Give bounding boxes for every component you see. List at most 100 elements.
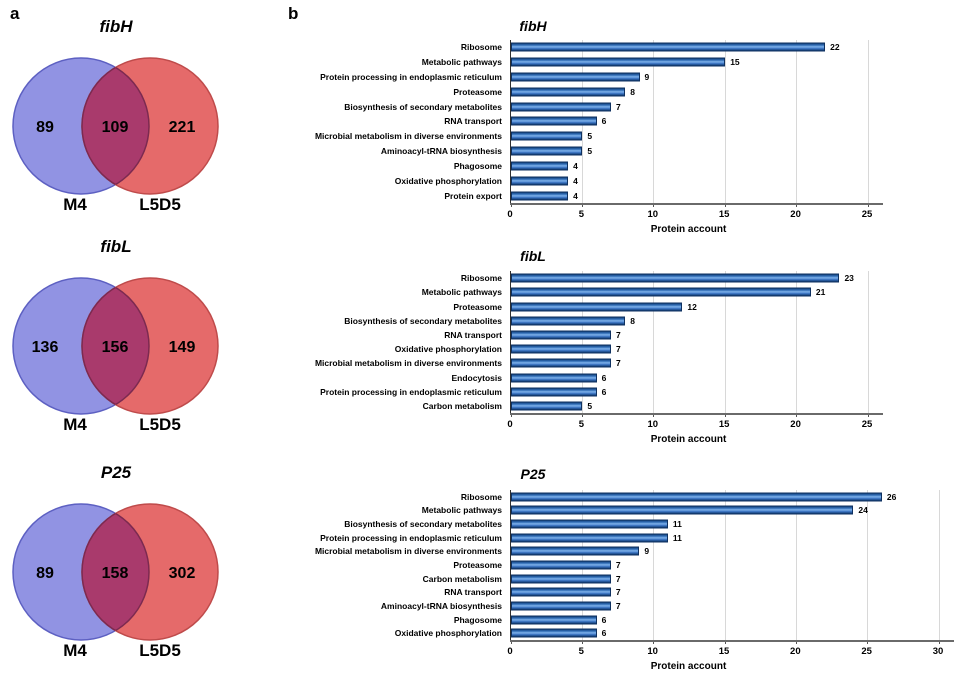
venn-overlap-region (82, 278, 149, 414)
venn-diagram-fibH: fibH 89 109 221 M4 L5D5 (8, 16, 240, 220)
bar-row: 7 (511, 99, 868, 114)
axis-tick (510, 203, 512, 207)
venn-overlap-outline-left (82, 278, 150, 414)
bar-chart-panel: fibH Protein account fibL Protein accoun… (300, 0, 964, 678)
bar-value-label: 7 (615, 600, 621, 611)
bar-value-label: 8 (630, 315, 635, 326)
bar-value-label: 9 (644, 546, 650, 557)
venn-right-set-label: L5D5 (139, 195, 181, 214)
axis-tick-label: 15 (718, 209, 730, 220)
bar-value-label: 7 (615, 329, 621, 340)
venn-overlap-count: 109 (102, 119, 129, 136)
bar-value-label: 6 (601, 116, 607, 127)
category-labels: Ribosome Metabolic pathways Biosynthesis o… (300, 490, 506, 640)
category-label: Protein export (444, 190, 502, 201)
venn-overlap-outline-left (82, 504, 150, 640)
category-label: Metabolic pathways (421, 505, 502, 516)
category-label: Carbon metabolism (422, 573, 502, 584)
bar-value-label: 8 (630, 86, 635, 97)
category-label: Phagosome (453, 614, 502, 625)
bar (511, 587, 611, 597)
bar-row: 9 (511, 70, 868, 85)
axis-tick-label: 5 (578, 209, 585, 220)
category-label: Ribosome (460, 42, 502, 53)
bar-value-label: 11 (672, 519, 682, 530)
axis-tick (938, 640, 940, 644)
bar-value-label: 6 (601, 372, 607, 383)
bar-row: 6 (511, 370, 868, 384)
category-label: Proteasome (453, 560, 502, 571)
bar-row: 6 (511, 114, 868, 129)
venn-graphic: 136 156 149 M4 L5D5 (12, 277, 219, 434)
bar-row: 5 (511, 129, 868, 144)
venn-left-count: 136 (32, 339, 59, 356)
bar-row: 7 (511, 572, 939, 586)
gridline (796, 40, 798, 203)
bar-value-label: 9 (644, 72, 650, 83)
chart-xaxis-title: Protein account (650, 224, 727, 235)
bar-row: 21 (511, 285, 868, 299)
bar-row: 4 (511, 188, 868, 203)
axis-tick-label: 25 (861, 646, 872, 657)
venn-diagram-fibL: fibL 136 156 149 M4 L5D5 (8, 236, 240, 440)
axis-tick (653, 640, 655, 644)
venn-left-count: 89 (36, 565, 54, 582)
category-labels: Ribosome Metabolic pathways Proteasome Bios… (300, 271, 506, 413)
category-label: Protein processing in endoplasmic reticu… (320, 386, 502, 397)
bar (511, 273, 840, 283)
axis-tick (581, 203, 583, 207)
venn-right-set-label: L5D5 (139, 415, 181, 434)
axis-tick (796, 413, 798, 417)
bar-row: 7 (511, 585, 939, 599)
bar-row: 23 (511, 271, 868, 285)
panel-a-label: a (10, 4, 20, 23)
axis-tick-label: 0 (507, 419, 513, 430)
gridline (724, 271, 726, 413)
venn-right-count: 302 (169, 565, 196, 582)
category-label: Ribosome (460, 491, 502, 502)
bar-row: 7 (511, 599, 939, 613)
category-label: Phagosome (453, 160, 502, 171)
venn-graphic: 89 109 221 M4 L5D5 (12, 57, 219, 214)
bar-rows: 22 15 9 8 7 6 5 5 4 4 4 (511, 40, 868, 203)
x-axis-line (510, 203, 883, 205)
bar-row: 6 (511, 385, 868, 399)
bar-row: 8 (511, 84, 868, 99)
bar-row: 11 (511, 531, 939, 545)
bar-value-label: 6 (601, 614, 607, 625)
bar-value-label: 7 (615, 344, 621, 355)
bar-row: 24 (511, 504, 939, 518)
venn-overlap-outline-left (82, 58, 150, 194)
bar-row: 15 (511, 55, 868, 70)
chart-title-fibH: fibH (519, 18, 547, 34)
category-label: Aminoacyl-tRNA biosynthesis (380, 600, 502, 611)
bar (511, 72, 640, 82)
axis-tick (581, 413, 583, 417)
bar (511, 330, 611, 340)
gridline (653, 40, 655, 203)
axis-tick-label: 15 (718, 646, 730, 657)
gridline (653, 490, 655, 640)
venn-overlap-outline-right (81, 58, 149, 194)
category-label: Endocytosis (451, 372, 502, 383)
panel-b-label: b (288, 4, 299, 23)
venn-left-set-label: M4 (63, 195, 87, 214)
category-label: RNA transport (444, 329, 502, 340)
venn-right-count: 221 (169, 119, 196, 136)
venn-right-set-label: L5D5 (139, 641, 181, 660)
category-label: Aminoacyl-tRNA biosynthesis (380, 146, 502, 157)
bar-row: 26 (511, 490, 939, 504)
bar-value-label: 6 (601, 386, 607, 397)
axis-tick-label: 25 (861, 419, 873, 430)
bar (511, 628, 597, 638)
axis-tick-label: 20 (790, 419, 801, 430)
gridline (724, 40, 726, 203)
venn-overlap-outline-right (81, 504, 149, 640)
axis-tick-label: 20 (790, 646, 801, 657)
bar-row: 7 (511, 328, 868, 342)
category-label: Microbial metabolism in diverse environm… (314, 131, 502, 142)
bar (511, 387, 597, 397)
gridline (796, 271, 798, 413)
bar-value-label: 4 (573, 190, 578, 201)
bar (511, 533, 668, 543)
